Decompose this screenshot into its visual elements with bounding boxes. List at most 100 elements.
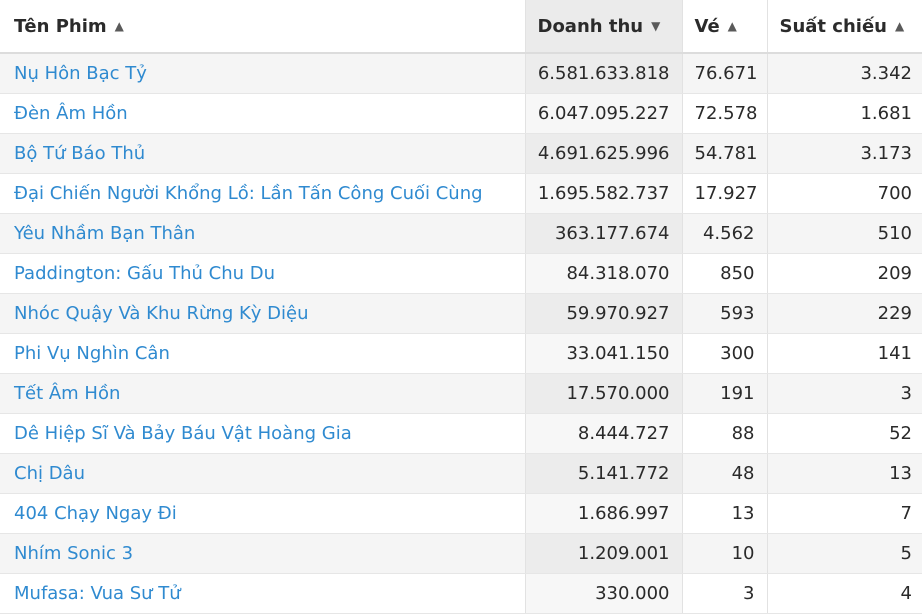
cell-showings: 5 [766, 533, 922, 574]
cell-title: Nhóc Quậy Và Khu Rừng Kỳ Diệu [0, 293, 525, 334]
column-header-showings-label: Suất chiếu [779, 15, 887, 37]
cell-showings: 510 [766, 213, 922, 254]
movie-title-link[interactable]: 404 Chạy Ngay Đi [14, 502, 177, 524]
table-header: Tên Phim ▲ Doanh thu ▼ Vé ▲ Suất chiếu ▲ [0, 0, 922, 54]
cell-showings: 7 [766, 493, 922, 534]
cell-title: Phi Vụ Nghìn Cân [0, 333, 525, 374]
header-row: Tên Phim ▲ Doanh thu ▼ Vé ▲ Suất chiếu ▲ [0, 0, 922, 54]
table-row: Bộ Tứ Báo Thủ 4.691.625.996 54.781 3.173 [0, 133, 922, 174]
cell-tickets: 850 [681, 253, 767, 294]
sort-up-icon: ▲ [114, 18, 124, 33]
cell-revenue: 6.581.633.818 [524, 53, 682, 94]
cell-showings: 4 [766, 573, 922, 614]
table-row: 404 Chạy Ngay Đi 1.686.997 13 7 [0, 493, 922, 534]
cell-revenue: 1.686.997 [524, 493, 682, 534]
cell-revenue: 17.570.000 [524, 373, 682, 414]
cell-revenue: 84.318.070 [524, 253, 682, 294]
cell-tickets: 191 [681, 373, 767, 414]
movie-title-link[interactable]: Đèn Âm Hồn [14, 102, 128, 124]
cell-tickets: 300 [681, 333, 767, 374]
movie-title-link[interactable]: Nụ Hôn Bạc Tỷ [14, 62, 147, 84]
cell-title: Bộ Tứ Báo Thủ [0, 133, 525, 174]
cell-revenue: 330.000 [524, 573, 682, 614]
table-row: Phi Vụ Nghìn Cân 33.041.150 300 141 [0, 333, 922, 374]
cell-title: Đèn Âm Hồn [0, 93, 525, 134]
table-row: Tết Âm Hồn 17.570.000 191 3 [0, 373, 922, 414]
cell-tickets: 88 [681, 413, 767, 454]
cell-revenue: 6.047.095.227 [524, 93, 682, 134]
movie-title-link[interactable]: Nhím Sonic 3 [14, 542, 134, 564]
cell-title: Dê Hiệp Sĩ Và Bảy Báu Vật Hoàng Gia [0, 413, 525, 454]
cell-showings: 13 [766, 453, 922, 494]
table-row: Mufasa: Vua Sư Tử 330.000 3 4 [0, 573, 922, 614]
cell-revenue: 33.041.150 [524, 333, 682, 374]
column-header-showings[interactable]: Suất chiếu ▲ [766, 0, 922, 54]
movie-title-link[interactable]: Đại Chiến Người Khổng Lồ: Lần Tấn Công C… [14, 182, 483, 204]
table-row: Chị Dâu 5.141.772 48 13 [0, 453, 922, 494]
movie-title-link[interactable]: Bộ Tứ Báo Thủ [14, 142, 146, 164]
cell-revenue: 1.209.001 [524, 533, 682, 574]
cell-revenue: 8.444.727 [524, 413, 682, 454]
cell-showings: 700 [766, 173, 922, 214]
column-header-title[interactable]: Tên Phim ▲ [0, 0, 525, 54]
movie-title-link[interactable]: Mufasa: Vua Sư Tử [14, 582, 181, 604]
sort-down-icon: ▼ [651, 18, 661, 33]
cell-title: 404 Chạy Ngay Đi [0, 493, 525, 534]
cell-tickets: 76.671 [681, 53, 767, 94]
cell-title: Chị Dâu [0, 453, 525, 494]
table-body: Nụ Hôn Bạc Tỷ 6.581.633.818 76.671 3.342 Đèn… [0, 53, 922, 614]
cell-revenue: 59.970.927 [524, 293, 682, 334]
table-row: Nhím Sonic 3 1.209.001 10 5 [0, 533, 922, 574]
cell-title: Nhím Sonic 3 [0, 533, 525, 574]
cell-tickets: 54.781 [681, 133, 767, 174]
table-row: Yêu Nhầm Bạn Thân 363.177.674 4.562 510 [0, 213, 922, 254]
cell-tickets: 3 [681, 573, 767, 614]
movie-title-link[interactable]: Paddington: Gấu Thủ Chu Du [14, 262, 276, 284]
cell-showings: 229 [766, 293, 922, 334]
cell-tickets: 4.562 [681, 213, 767, 254]
movie-title-link[interactable]: Dê Hiệp Sĩ Và Bảy Báu Vật Hoàng Gia [14, 422, 352, 444]
movie-title-link[interactable]: Tết Âm Hồn [14, 382, 121, 404]
cell-title: Yêu Nhầm Bạn Thân [0, 213, 525, 254]
cell-tickets: 72.578 [681, 93, 767, 134]
movie-title-link[interactable]: Nhóc Quậy Và Khu Rừng Kỳ Diệu [14, 302, 309, 324]
sort-up-icon: ▲ [727, 18, 737, 33]
column-header-revenue-label: Doanh thu [537, 15, 644, 37]
cell-revenue: 4.691.625.996 [524, 133, 682, 174]
cell-showings: 3 [766, 373, 922, 414]
movie-title-link[interactable]: Chị Dâu [14, 462, 85, 484]
cell-revenue: 363.177.674 [524, 213, 682, 254]
movie-title-link[interactable]: Phi Vụ Nghìn Cân [14, 342, 170, 364]
cell-showings: 52 [766, 413, 922, 454]
cell-showings: 209 [766, 253, 922, 294]
cell-showings: 141 [766, 333, 922, 374]
cell-tickets: 48 [681, 453, 767, 494]
movie-title-link[interactable]: Yêu Nhầm Bạn Thân [14, 222, 196, 244]
column-header-title-label: Tên Phim [14, 15, 107, 37]
table-row: Paddington: Gấu Thủ Chu Du 84.318.070 850 2… [0, 253, 922, 294]
cell-title: Paddington: Gấu Thủ Chu Du [0, 253, 525, 294]
cell-revenue: 5.141.772 [524, 453, 682, 494]
column-header-tickets-label: Vé [694, 15, 720, 37]
table-row: Dê Hiệp Sĩ Và Bảy Báu Vật Hoàng Gia 8.444… [0, 413, 922, 454]
table-row: Nụ Hôn Bạc Tỷ 6.581.633.818 76.671 3.342 [0, 53, 922, 94]
table-row: Đại Chiến Người Khổng Lồ: Lần Tấn Công C… [0, 173, 922, 214]
table-row: Nhóc Quậy Và Khu Rừng Kỳ Diệu 59.970.927 5… [0, 293, 922, 334]
cell-tickets: 10 [681, 533, 767, 574]
column-header-revenue[interactable]: Doanh thu ▼ [524, 0, 682, 54]
cell-revenue: 1.695.582.737 [524, 173, 682, 214]
cell-title: Mufasa: Vua Sư Tử [0, 573, 525, 614]
table-row: Đèn Âm Hồn 6.047.095.227 72.578 1.681 [0, 93, 922, 134]
cell-title: Đại Chiến Người Khổng Lồ: Lần Tấn Công C… [0, 173, 525, 214]
sort-up-icon: ▲ [894, 18, 905, 33]
cell-showings: 1.681 [766, 93, 922, 134]
cell-tickets: 593 [681, 293, 767, 334]
cell-showings: 3.342 [766, 53, 922, 94]
cell-title: Nụ Hôn Bạc Tỷ [0, 53, 525, 94]
cell-title: Tết Âm Hồn [0, 373, 525, 414]
column-header-tickets[interactable]: Vé ▲ [681, 0, 767, 54]
cell-tickets: 13 [681, 493, 767, 534]
cell-tickets: 17.927 [681, 173, 767, 214]
cell-showings: 3.173 [766, 133, 922, 174]
